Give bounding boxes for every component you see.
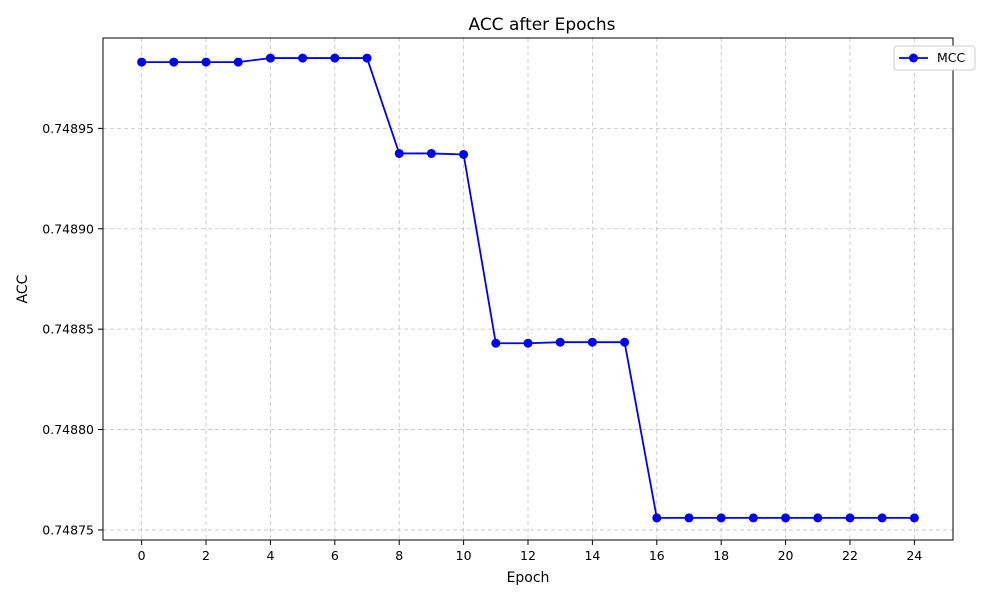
x-tick-label: 0 [138, 548, 146, 563]
x-tick-label: 4 [266, 548, 274, 563]
data-point [748, 513, 758, 523]
x-tick-label: 20 [778, 548, 794, 563]
data-point [652, 513, 662, 523]
x-tick-label: 24 [906, 548, 922, 563]
data-point [909, 513, 919, 523]
data-point [555, 337, 565, 347]
data-point [201, 57, 211, 67]
data-point [298, 53, 308, 63]
x-tick-label: 8 [395, 548, 403, 563]
x-tick-label: 14 [584, 548, 600, 563]
x-tick-label: 18 [713, 548, 729, 563]
x-tick-label: 10 [456, 548, 472, 563]
data-point [330, 53, 340, 63]
data-point [394, 148, 404, 158]
data-point [877, 513, 887, 523]
y-axis-label: ACC [15, 274, 31, 303]
legend-box [893, 45, 976, 71]
data-point [523, 338, 533, 348]
chart-title: ACC after Epochs [468, 15, 615, 35]
data-point [781, 513, 791, 523]
x-tick-label: 22 [842, 548, 858, 563]
x-tick-label: 2 [202, 548, 210, 563]
data-point [362, 53, 372, 63]
data-point [716, 513, 726, 523]
data-point [491, 338, 501, 348]
data-point [620, 337, 630, 347]
y-tick-label: 0.74880 [42, 422, 94, 437]
data-point [845, 513, 855, 523]
x-tick-label: 12 [520, 548, 536, 563]
legend-marker [909, 53, 918, 63]
y-tick-label: 0.74895 [42, 121, 94, 136]
data-point [265, 53, 275, 63]
data-point [169, 57, 179, 67]
series-layer [137, 53, 919, 523]
legend-label: MCC [937, 50, 966, 65]
plot-frame [102, 37, 954, 541]
data-point [684, 513, 694, 523]
data-point [426, 148, 436, 158]
data-point [587, 337, 597, 347]
data-point [459, 149, 469, 159]
y-tick-label: 0.74875 [42, 522, 94, 537]
data-point [137, 57, 147, 67]
legend: MCC [893, 45, 976, 71]
y-tick-label: 0.74885 [42, 322, 94, 337]
x-tick-label: 16 [649, 548, 665, 563]
x-axis-label: Epoch [507, 570, 550, 586]
data-point [813, 513, 823, 523]
data-point [233, 57, 243, 67]
axis-ticks: 0 2 4 6 8 10 12 14 16 18 20 22 240.748750.748800.748… [42, 121, 922, 563]
grid [103, 38, 953, 540]
series-line [141, 57, 915, 519]
y-tick-label: 0.74890 [42, 221, 94, 236]
x-tick-label: 6 [331, 548, 339, 563]
